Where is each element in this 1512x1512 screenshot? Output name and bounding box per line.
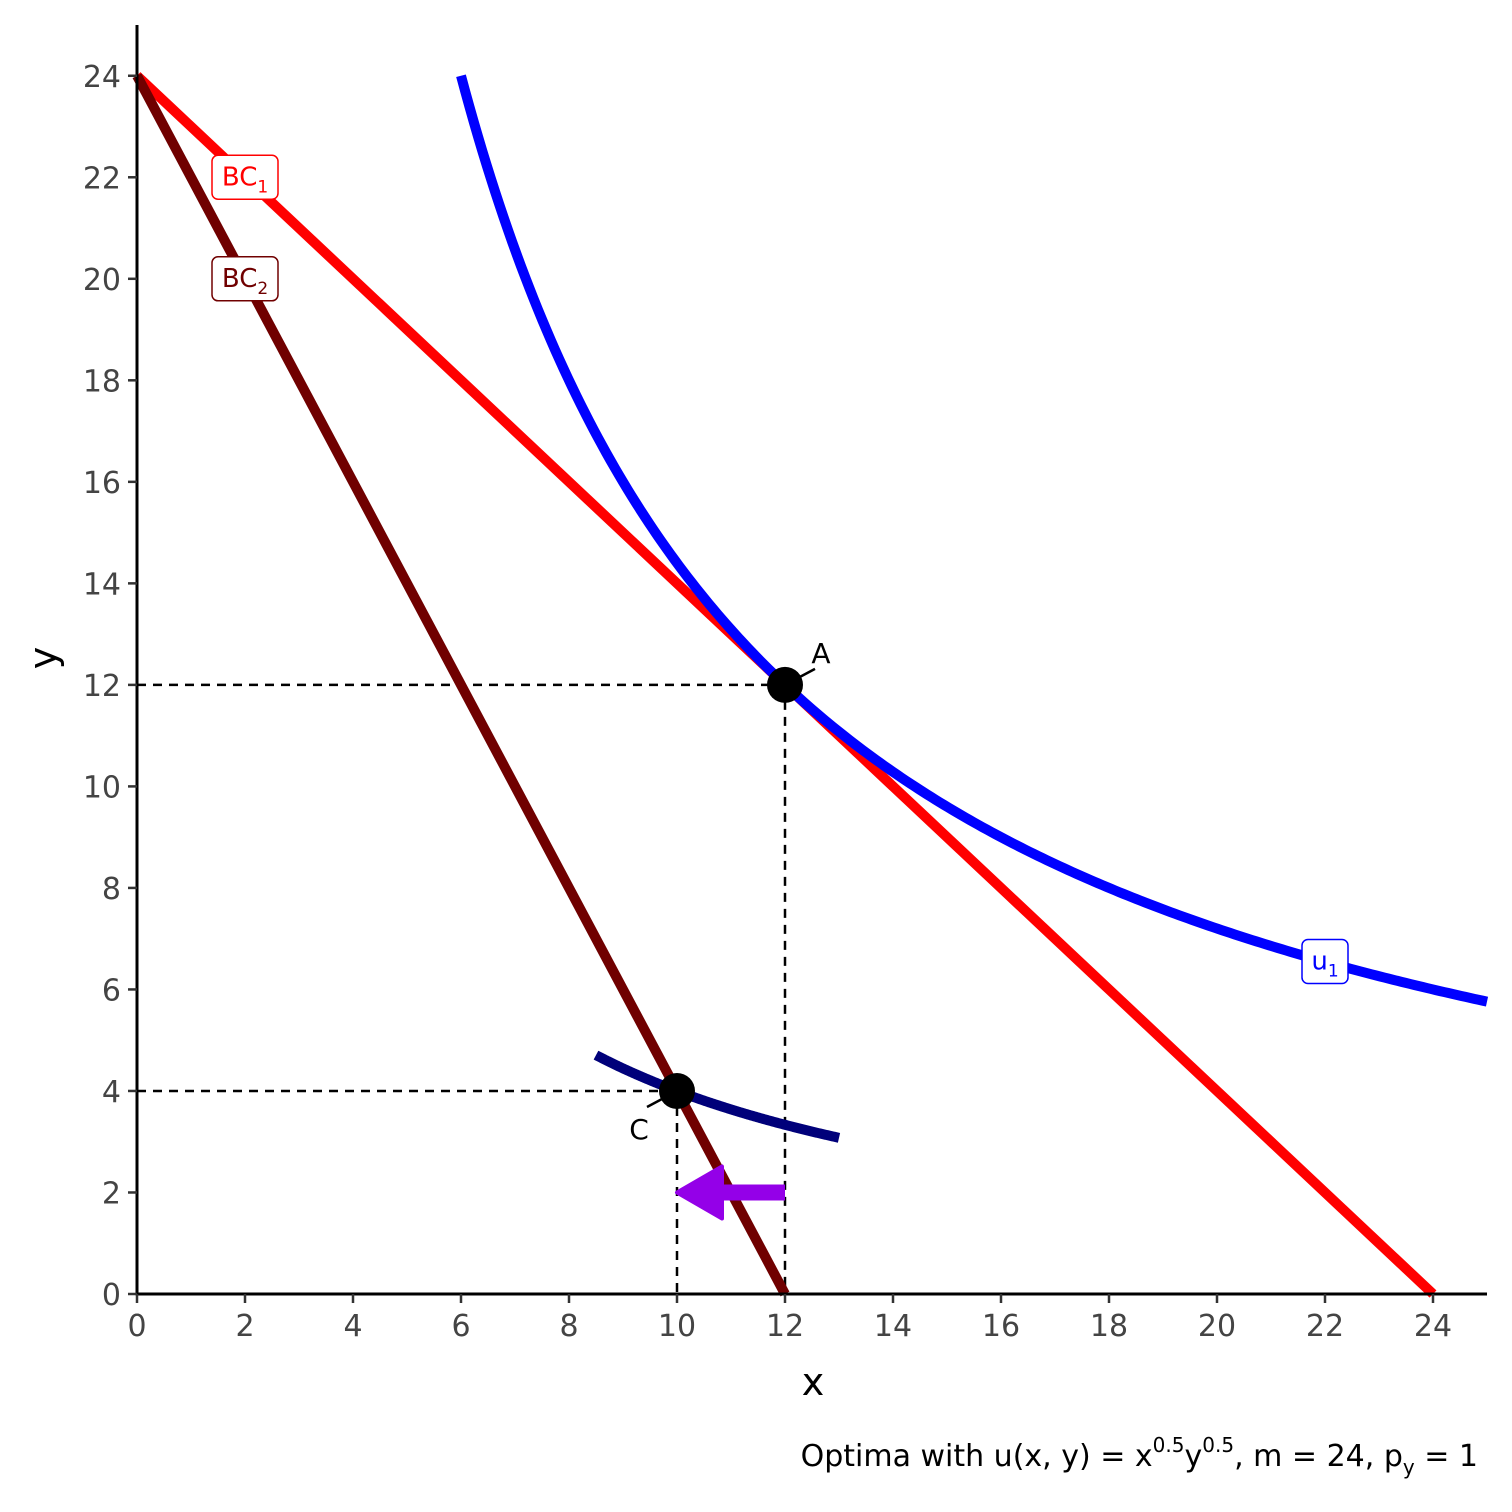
point-c (659, 1072, 695, 1109)
x-tick-label: 6 (451, 1309, 470, 1344)
label-main: BC (222, 264, 258, 294)
label-sub: 2 (257, 279, 268, 299)
x-tick-label: 16 (982, 1309, 1020, 1344)
y-tick-label: 0 (102, 1278, 121, 1313)
caption-base: Optima with u (801, 1439, 1013, 1474)
x-tick-label: 14 (874, 1309, 912, 1344)
arrow-head (675, 1164, 724, 1221)
y-tick-label: 10 (83, 770, 121, 805)
guide-lines (137, 683, 787, 1294)
label-bc1: BC1 (211, 154, 279, 201)
caption-m: , m = 24, p (1234, 1439, 1403, 1474)
x-tick-label: 20 (1198, 1309, 1236, 1344)
caption-exp2: 0.5 (1202, 1433, 1234, 1457)
caption-eq: = x (1091, 1439, 1153, 1474)
point-a (767, 666, 803, 703)
label-box (211, 256, 279, 302)
label-main: BC (222, 162, 258, 192)
label-text: BC2 (222, 264, 268, 299)
label-sub: 1 (1328, 962, 1339, 982)
optimum-points: AC (629, 637, 830, 1146)
y-tick-label: 6 (102, 973, 121, 1008)
y-tick-label: 18 (83, 364, 121, 399)
x-tick-label: 24 (1414, 1309, 1452, 1344)
y-axis-title: y (21, 647, 65, 670)
label-bc2: BC2 (211, 256, 279, 302)
x-tick-label: 12 (766, 1309, 804, 1344)
y-tick-label: 24 (83, 60, 121, 95)
point-label-a: A (811, 637, 830, 670)
caption-sub: y (1403, 1455, 1415, 1479)
x-tick-label: 0 (127, 1309, 146, 1344)
y-tick-label: 8 (102, 872, 121, 907)
y-tick-label: 22 (83, 161, 121, 196)
caption-exp1: 0.5 (1153, 1433, 1185, 1457)
series-curve-3 (593, 1050, 841, 1143)
shift-arrow (675, 1164, 785, 1221)
point-label-c: C (629, 1113, 649, 1146)
y-tick-label: 16 (83, 466, 121, 501)
y-tick-label: 2 (102, 1176, 121, 1211)
y-tick-label: 12 (83, 669, 121, 704)
label-text: BC1 (222, 162, 268, 197)
label-text: u1 (1311, 947, 1338, 982)
y-tick-label: 14 (83, 567, 121, 602)
x-tick-label: 4 (343, 1309, 362, 1344)
axes (135, 25, 1487, 1296)
label-box (211, 154, 279, 201)
label-box (1301, 938, 1349, 985)
x-tick-label: 10 (658, 1309, 696, 1344)
x-tick-label: 22 (1306, 1309, 1344, 1344)
label-u1: u1 (1301, 938, 1349, 985)
tick-labels: 0 2 4 6 8 10 12 14 16 18 20 22 240246810121416182022… (83, 60, 1452, 1344)
caption-args: (x, y) (1013, 1439, 1091, 1474)
label-main: u (1311, 947, 1327, 977)
y-tick-label: 20 (83, 263, 121, 298)
plot-series (132, 72, 1489, 1298)
x-tick-label: 2 (235, 1309, 254, 1344)
chart-caption: Optima with u(x, y) = x0.5y0.5, m = 24, … (801, 1433, 1478, 1479)
caption-tail: = 1 (1415, 1439, 1478, 1474)
x-tick-label: 8 (559, 1309, 578, 1344)
x-tick-label: 18 (1090, 1309, 1128, 1344)
caption-ymid: y (1184, 1439, 1202, 1474)
label-sub: 1 (257, 177, 268, 197)
y-tick-label: 4 (102, 1075, 121, 1110)
x-axis-title: x (802, 1360, 825, 1404)
